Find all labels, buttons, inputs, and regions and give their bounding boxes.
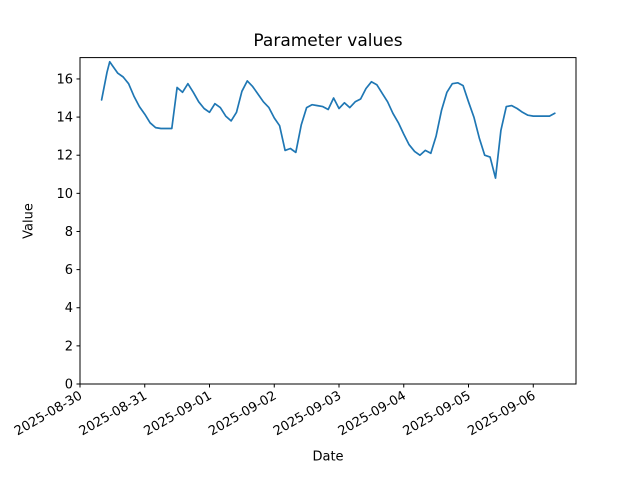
x-tick-label: 2025-09-01 [142, 388, 215, 439]
x-tick-label: 2025-09-06 [465, 388, 538, 439]
x-tick-label: 2025-08-30 [12, 388, 85, 439]
x-tick-label: 2025-09-03 [271, 388, 344, 439]
y-tick-label: 8 [65, 225, 73, 240]
y-tick-label: 14 [56, 111, 73, 126]
y-tick-label: 6 [65, 263, 73, 278]
x-tick-label: 2025-09-05 [401, 388, 474, 439]
x-tick-label: 2025-09-04 [336, 388, 409, 439]
y-tick-label: 0 [65, 378, 73, 393]
y-tick-label: 16 [56, 72, 73, 87]
y-tick-label: 4 [65, 301, 73, 316]
y-tick-label: 12 [56, 149, 73, 164]
x-tick-label: 2025-08-31 [77, 388, 150, 439]
plot-frame [79, 57, 577, 385]
y-tick-label: 10 [56, 187, 73, 202]
x-axis-label: Date [312, 449, 344, 465]
chart-title: Parameter values [253, 31, 403, 51]
x-tick-label: 2025-09-02 [206, 388, 279, 439]
y-tick-label: 2 [65, 339, 73, 354]
data-line-series [100, 60, 556, 179]
